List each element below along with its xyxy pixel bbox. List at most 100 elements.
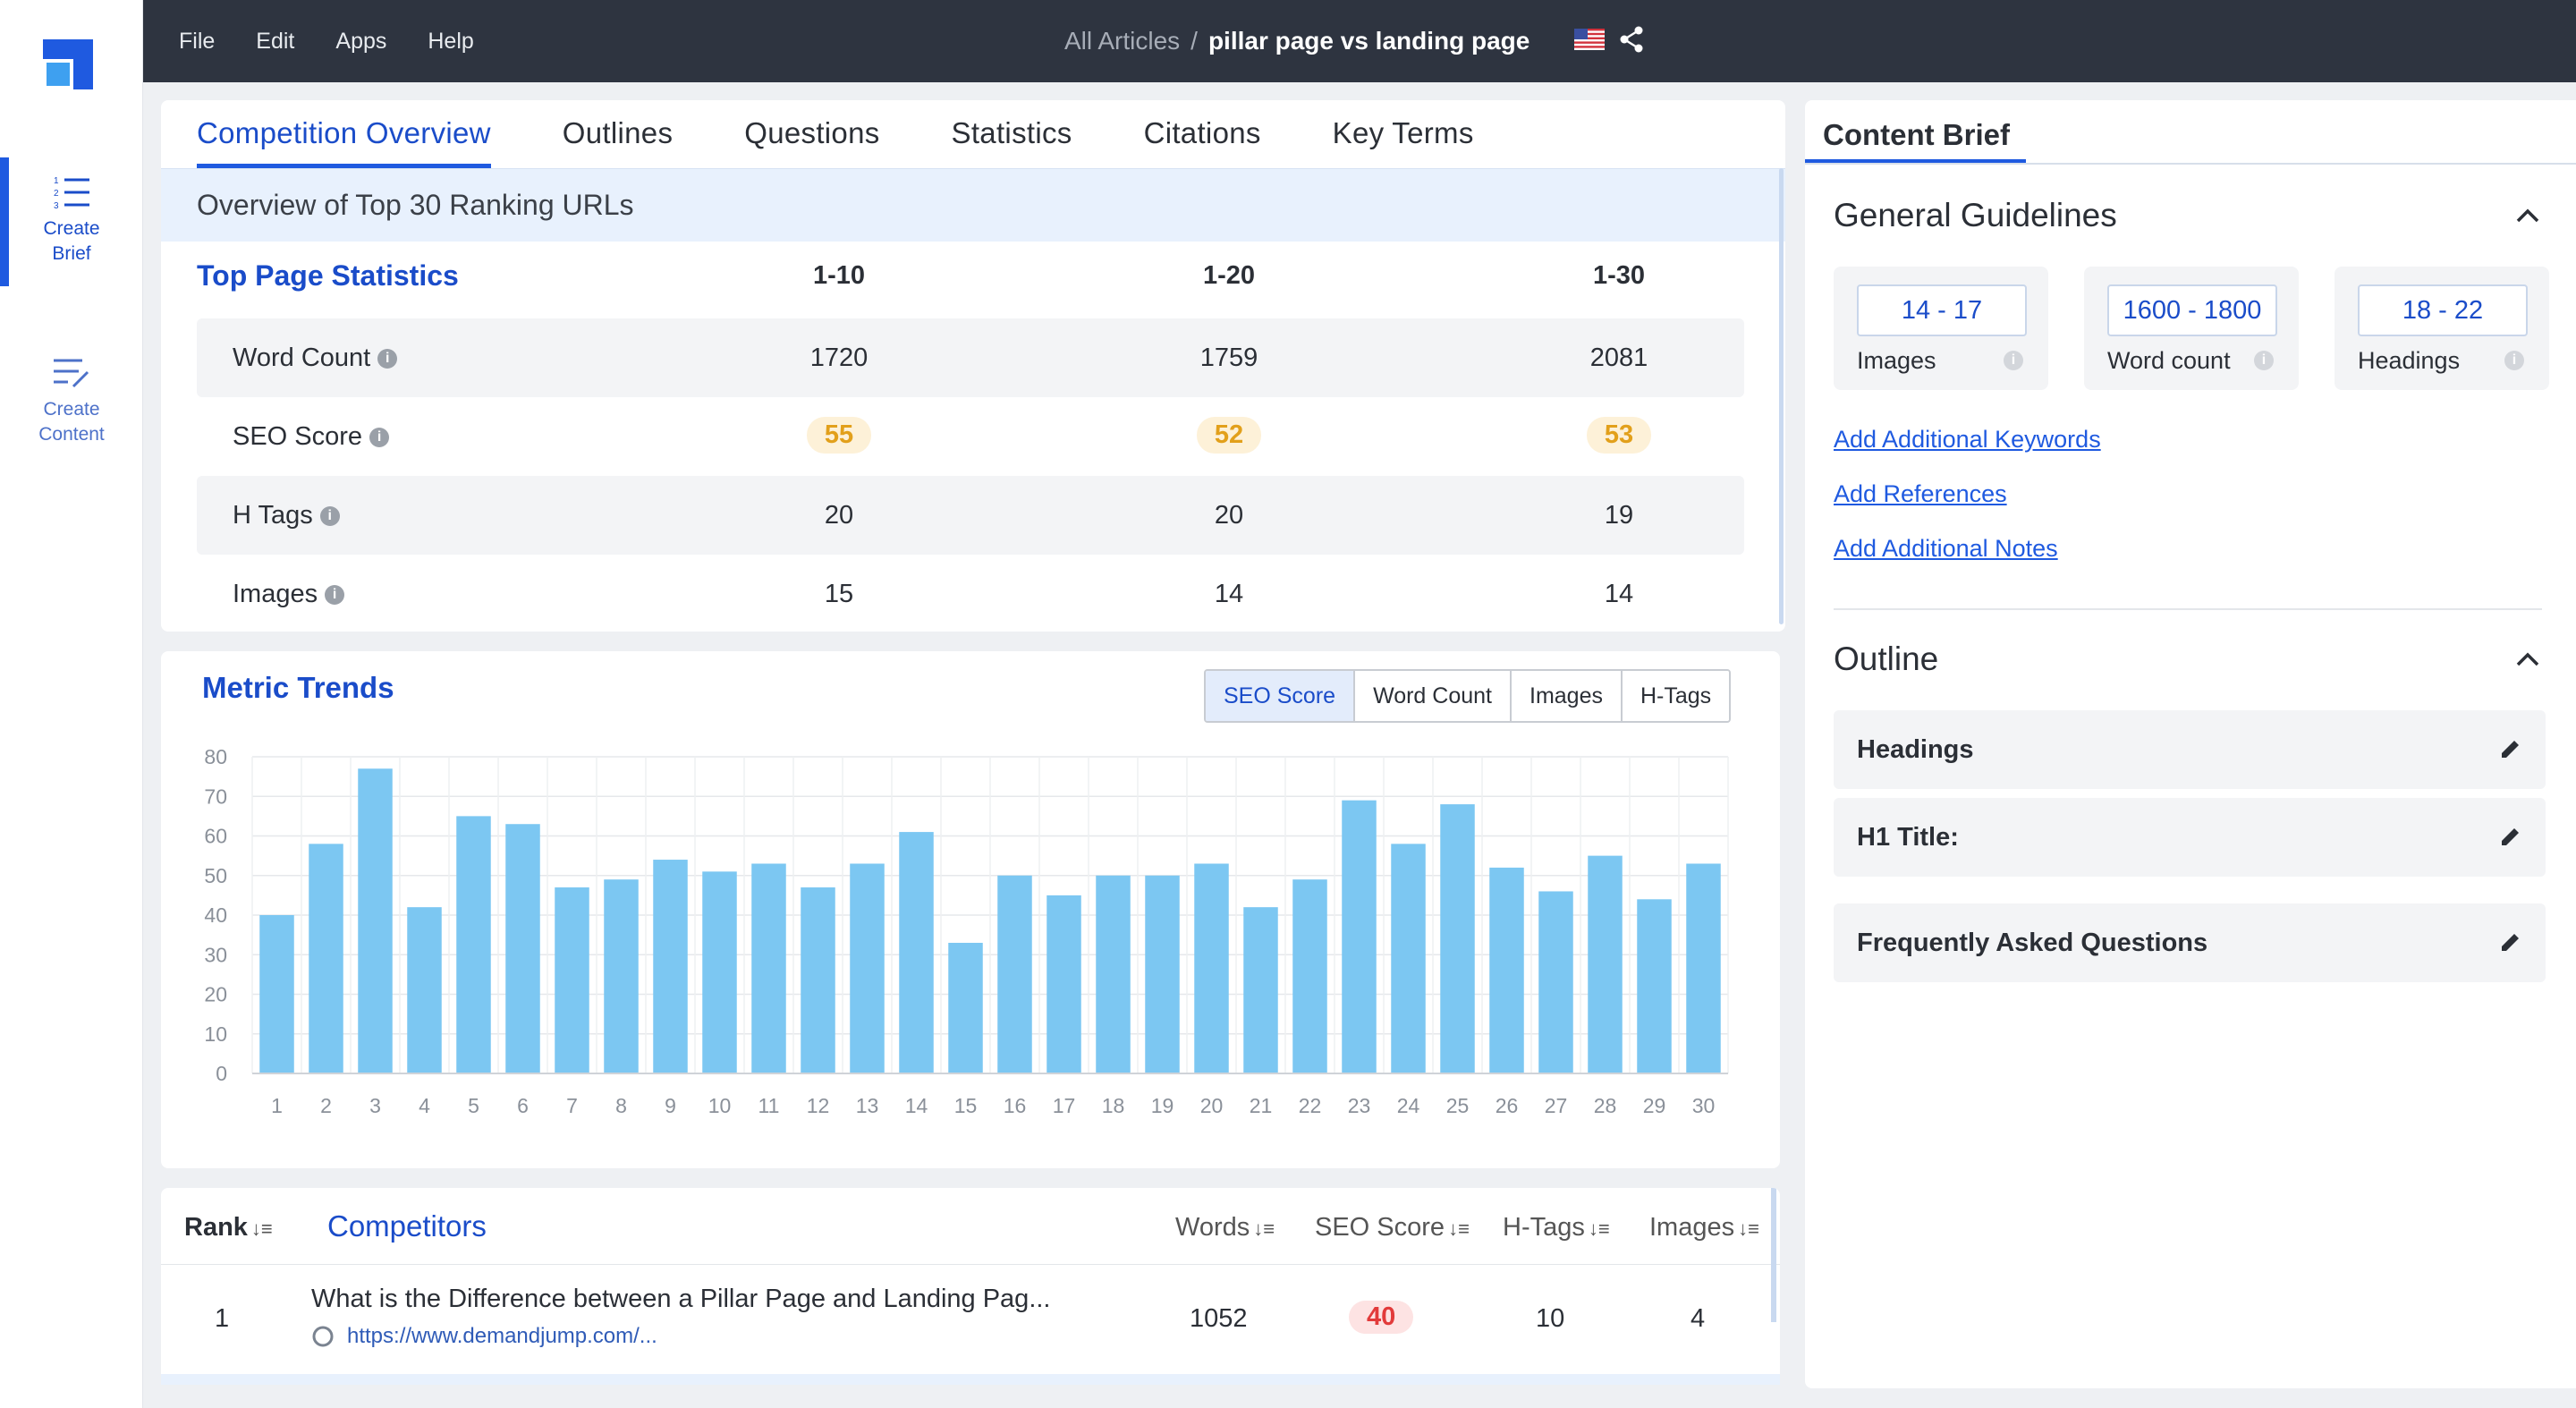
toggle-h-tags[interactable]: H-Tags — [1622, 671, 1730, 721]
seo-score-cell: 40 — [1349, 1301, 1414, 1334]
bar[interactable] — [456, 816, 491, 1073]
pencil-icon[interactable] — [2499, 737, 2522, 760]
x-tick-label: 18 — [1102, 1094, 1125, 1117]
y-tick-label: 20 — [204, 983, 227, 1006]
menu-edit[interactable]: Edit — [256, 28, 295, 54]
tab-statistics[interactable]: Statistics — [951, 116, 1072, 149]
info-icon[interactable]: i — [369, 427, 390, 447]
bar[interactable] — [1194, 863, 1229, 1073]
guideline-value[interactable]: 18 - 22 — [2358, 284, 2528, 336]
bar[interactable] — [850, 863, 885, 1073]
tab-citations[interactable]: Citations — [1143, 116, 1261, 149]
sidebar-item-create-content[interactable]: Create Content — [0, 356, 143, 447]
menu-file[interactable]: File — [179, 28, 216, 54]
bar[interactable] — [1686, 863, 1721, 1073]
bar[interactable] — [1243, 907, 1278, 1073]
seo-score-header[interactable]: SEO Score ↓≡ — [1315, 1213, 1470, 1242]
chevron-up-icon[interactable] — [2515, 208, 2540, 224]
bar[interactable] — [899, 832, 934, 1073]
outline-item-headings[interactable]: Headings — [1834, 710, 2546, 789]
competitor-title[interactable]: What is the Difference between a Pillar … — [311, 1285, 1051, 1313]
us-flag-icon[interactable] — [1574, 29, 1605, 50]
bar[interactable] — [1391, 844, 1426, 1073]
tab-bar: Competition Overview Outlines Questions … — [197, 100, 1474, 168]
overview-title: Overview of Top 30 Ranking URLs — [197, 189, 634, 221]
add-keywords-link[interactable]: Add Additional Keywords — [1834, 426, 2101, 453]
y-tick-label: 60 — [204, 825, 227, 848]
add-notes-link[interactable]: Add Additional Notes — [1834, 535, 2058, 562]
bar[interactable] — [997, 875, 1032, 1073]
bar[interactable] — [259, 915, 294, 1073]
sidebar-item-create-brief[interactable]: 1 2 3 Create Brief — [0, 157, 143, 286]
rank-header[interactable]: Rank ↓≡ — [184, 1213, 273, 1242]
bar[interactable] — [1637, 899, 1672, 1073]
pencil-icon[interactable] — [2499, 825, 2522, 848]
info-icon[interactable]: i — [377, 348, 398, 369]
toggle-word-count[interactable]: Word Count — [1355, 671, 1512, 721]
info-icon[interactable]: i — [2504, 351, 2524, 370]
row-value: 1759 — [1199, 344, 1258, 372]
words-header[interactable]: Words ↓≡ — [1175, 1213, 1275, 1242]
bar[interactable] — [1588, 855, 1623, 1073]
score-badge: 40 — [1349, 1301, 1414, 1334]
bar[interactable] — [1096, 875, 1131, 1073]
bar[interactable] — [604, 879, 639, 1073]
tab-content-brief[interactable]: Content Brief — [1805, 100, 2026, 165]
bar[interactable] — [505, 824, 540, 1073]
bar[interactable] — [653, 860, 688, 1073]
tab-competition-overview[interactable]: Competition Overview — [197, 100, 491, 168]
x-tick-label: 17 — [1053, 1094, 1076, 1117]
menu-apps[interactable]: Apps — [335, 28, 387, 54]
images-header[interactable]: Images ↓≡ — [1649, 1213, 1759, 1242]
bar[interactable] — [1342, 800, 1377, 1073]
bar[interactable] — [1292, 879, 1327, 1073]
svg-text:2: 2 — [54, 189, 59, 199]
bar[interactable] — [1538, 891, 1573, 1073]
tab-outlines[interactable]: Outlines — [562, 116, 674, 149]
x-tick-label: 8 — [615, 1094, 627, 1117]
h-tags-header[interactable]: H-Tags ↓≡ — [1503, 1213, 1610, 1242]
outline-item-faq[interactable]: Frequently Asked Questions — [1834, 903, 2546, 982]
toggle-seo-score[interactable]: SEO Score — [1206, 671, 1356, 721]
chevron-up-icon[interactable] — [2515, 651, 2540, 667]
scrollbar[interactable] — [1779, 168, 1784, 624]
x-tick-label: 1 — [271, 1094, 283, 1117]
x-tick-label: 7 — [566, 1094, 578, 1117]
bar[interactable] — [702, 871, 737, 1073]
bar[interactable] — [801, 887, 835, 1073]
bar[interactable] — [1145, 875, 1180, 1073]
info-icon[interactable]: i — [2004, 351, 2023, 370]
row-value: 19 — [1604, 501, 1634, 530]
menu-help[interactable]: Help — [428, 28, 474, 54]
scrollbar[interactable] — [1771, 1188, 1776, 1322]
bar[interactable] — [1489, 867, 1524, 1073]
bar[interactable] — [1440, 804, 1475, 1073]
y-tick-label: 30 — [204, 943, 227, 966]
breadcrumb-root[interactable]: All Articles — [1064, 27, 1181, 55]
toggle-images[interactable]: Images — [1512, 671, 1623, 721]
info-icon[interactable]: i — [2254, 351, 2274, 370]
competitor-url[interactable]: https://www.demandjump.com/... — [311, 1324, 657, 1349]
app-logo — [43, 39, 93, 89]
tab-key-terms[interactable]: Key Terms — [1332, 116, 1474, 149]
bar[interactable] — [358, 768, 393, 1073]
tab-questions[interactable]: Questions — [744, 116, 880, 149]
bar[interactable] — [948, 942, 983, 1073]
pencil-icon[interactable] — [2499, 930, 2522, 954]
outline-item-h1-title[interactable]: H1 Title: — [1834, 798, 2546, 877]
guideline-word-count: 1600 - 1800 Word count i — [2084, 267, 2299, 390]
bar[interactable] — [407, 907, 442, 1073]
stats-row-h-tags: H Tags i 20 20 19 — [197, 476, 1744, 555]
guideline-value[interactable]: 1600 - 1800 — [2107, 284, 2277, 336]
add-references-link[interactable]: Add References — [1834, 480, 2007, 507]
guideline-value[interactable]: 14 - 17 — [1857, 284, 2027, 336]
info-icon[interactable]: i — [319, 505, 340, 526]
info-icon[interactable]: i — [325, 584, 345, 605]
bar[interactable] — [751, 863, 786, 1073]
share-icon[interactable] — [1619, 25, 1644, 54]
bar[interactable] — [555, 887, 589, 1073]
bar[interactable] — [1046, 895, 1081, 1073]
bar[interactable] — [309, 844, 343, 1073]
outline-item-label: H1 Title: — [1857, 823, 1959, 852]
